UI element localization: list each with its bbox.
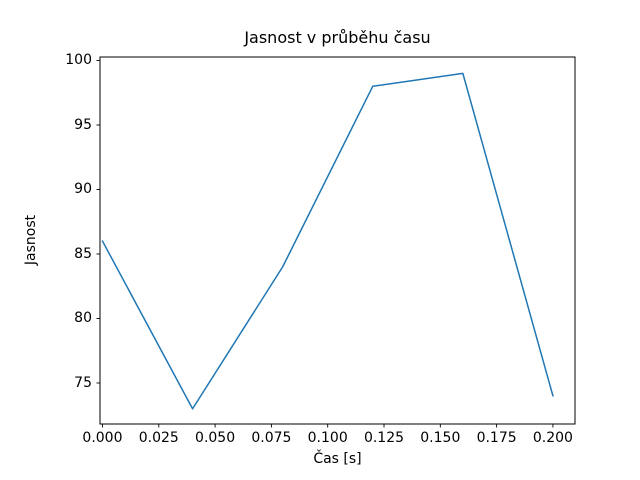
chart-title: Jasnost v průběhu času: [244, 28, 431, 47]
x-tick-label: 0.000: [82, 430, 123, 446]
y-tick-label: 80: [74, 310, 92, 327]
y-tick-label: 75: [74, 374, 92, 391]
x-tick-label: 0.125: [363, 430, 405, 446]
x-tick-label: 0.200: [532, 430, 573, 446]
data-line: [101, 72, 554, 410]
x-tick-label: 0.025: [138, 430, 179, 446]
y-tick-label: 95: [74, 116, 92, 133]
y-tick-label: 100: [65, 52, 92, 69]
plot-frame: [99, 56, 576, 425]
x-tick-label: 0.175: [476, 430, 517, 446]
x-axis-label: Čas [s]: [313, 451, 362, 467]
x-tick-label: 0.050: [195, 430, 236, 446]
x-tick-label: 0.075: [251, 430, 292, 446]
y-tick-label: 90: [74, 181, 92, 198]
x-tick-label: 0.150: [420, 430, 461, 446]
x-tick-label: 0.100: [307, 430, 348, 446]
y-tick-label: 85: [74, 245, 92, 262]
